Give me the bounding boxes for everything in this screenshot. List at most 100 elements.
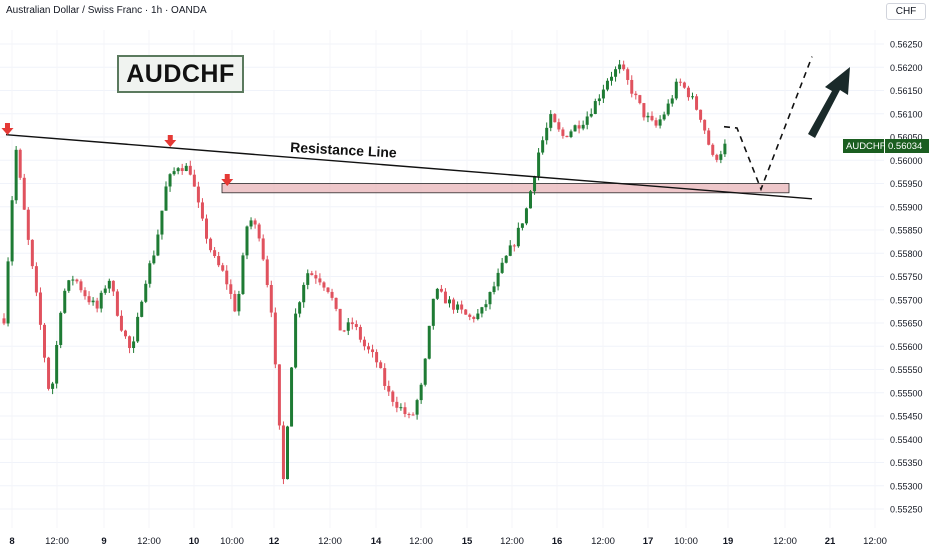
- candle-body-down: [686, 87, 690, 98]
- y-tick-label: 0.56200: [890, 63, 923, 73]
- candle-body-down: [124, 330, 127, 337]
- candle-body-down: [362, 339, 366, 347]
- candle-body-down: [354, 324, 358, 327]
- candle-body-down: [371, 349, 375, 353]
- candle-body-down: [682, 82, 686, 88]
- candle-body-down: [553, 114, 557, 123]
- candle-body-down: [383, 368, 387, 386]
- candle-body-down: [622, 64, 626, 70]
- candle-body-up: [674, 81, 678, 99]
- support-zone-layer: [221, 183, 790, 194]
- candle-body-up: [172, 171, 176, 175]
- candle-body-up: [290, 367, 294, 427]
- candle-body-down: [43, 324, 46, 358]
- candle-body-up: [302, 284, 306, 303]
- candle-body-up: [6, 261, 10, 324]
- candle-body-up: [488, 292, 492, 305]
- candle-body-down: [334, 297, 338, 309]
- candle-body-up: [605, 80, 609, 90]
- down-arrow-marker: [221, 174, 234, 186]
- candle-body-up: [346, 322, 350, 331]
- candle-body-down: [83, 290, 87, 297]
- candle-body-down: [395, 401, 399, 408]
- candle-body-down: [38, 292, 42, 325]
- candle-body-up: [415, 400, 419, 415]
- candle-body-down: [707, 130, 711, 145]
- candle-body-down: [188, 165, 192, 175]
- candle-body-down: [322, 282, 326, 288]
- candle-body-up: [431, 298, 435, 326]
- candle-body-down: [119, 315, 123, 331]
- candle-body-down: [196, 186, 200, 203]
- candle-body-up: [160, 210, 164, 235]
- candle-body-up: [152, 255, 156, 264]
- candle-body-up: [537, 152, 541, 177]
- candle-body-down: [205, 218, 208, 239]
- chart-header-title: Australian Dollar / Swiss Franc · 1h · O…: [6, 5, 207, 16]
- candle-body-down: [221, 265, 225, 271]
- candle-body-up: [176, 168, 180, 172]
- candle-body-up: [51, 383, 55, 389]
- y-tick-label: 0.55350: [890, 458, 923, 468]
- candle-body-down: [47, 357, 51, 389]
- candle-body-down: [715, 154, 719, 160]
- candle-body-down: [577, 125, 581, 129]
- candle-body-up: [14, 149, 18, 201]
- candle-body-down: [115, 291, 119, 316]
- price-axis[interactable]: 0.56250 0.56200 0.56150 0.56100 0.56050 0.560…: [890, 40, 923, 515]
- candle-body-down: [557, 122, 561, 130]
- support-zone: [221, 183, 790, 194]
- candle-body-up: [156, 234, 160, 256]
- candle-body-down: [314, 275, 318, 279]
- y-tick-label: 0.55800: [890, 249, 923, 259]
- candle-body-up: [484, 304, 488, 308]
- candle-body-up: [99, 292, 103, 309]
- x-tick-label: 10: [189, 536, 200, 547]
- candle-body-up: [427, 325, 431, 359]
- candle-body-up: [610, 76, 613, 81]
- candle-body-down: [310, 273, 314, 276]
- candle-body-up: [719, 154, 723, 160]
- candle-body-down: [209, 238, 213, 251]
- y-tick-label: 0.55650: [890, 319, 923, 329]
- candle-body-up: [286, 426, 289, 480]
- candle-body-down: [407, 414, 411, 416]
- candle-body-up: [581, 124, 585, 129]
- candle-body-up: [662, 114, 666, 120]
- x-tick-label: 10:00: [220, 536, 244, 547]
- y-tick-label: 0.55900: [890, 202, 923, 212]
- y-tick-label: 0.55700: [890, 295, 923, 305]
- candle-body-up: [516, 227, 520, 247]
- symbol-label-box: AUDCHF: [117, 55, 244, 93]
- candle-body-up: [492, 286, 496, 293]
- candle-body-down: [561, 129, 565, 136]
- candle-body-down: [375, 352, 379, 363]
- candle-body-down: [87, 296, 91, 303]
- candle-body-up: [107, 280, 111, 289]
- x-tick-label: 8: [9, 536, 14, 547]
- x-tick-label: 17: [643, 536, 654, 547]
- candle-body-up: [59, 312, 63, 345]
- candle-body-up: [549, 114, 553, 128]
- candle-body-up: [508, 245, 512, 256]
- candle-body-down: [128, 336, 132, 349]
- x-tick-label: 12:00: [500, 536, 524, 547]
- candle-body-up: [249, 220, 253, 227]
- candle-body-up: [476, 313, 480, 320]
- currency-button[interactable]: CHF: [886, 3, 926, 20]
- candle-body-up: [294, 313, 298, 368]
- candle-body-up: [670, 98, 674, 104]
- candle-body-down: [318, 278, 322, 283]
- candle-body-down: [630, 79, 634, 94]
- candle-body-up: [646, 115, 650, 118]
- candle-body-up: [419, 384, 423, 401]
- time-axis[interactable]: 8 12:00 9 12:00 10 10:00 12 12:00 14 12:00 15 12:00…: [9, 536, 887, 547]
- candle-body-up: [480, 307, 484, 314]
- candle-body-up: [136, 316, 140, 342]
- candle-body-up: [184, 165, 188, 171]
- x-tick-label: 12:00: [773, 536, 797, 547]
- candle-body-up: [601, 89, 605, 99]
- candle-body-up: [168, 174, 172, 187]
- x-tick-label: 12:00: [137, 536, 161, 547]
